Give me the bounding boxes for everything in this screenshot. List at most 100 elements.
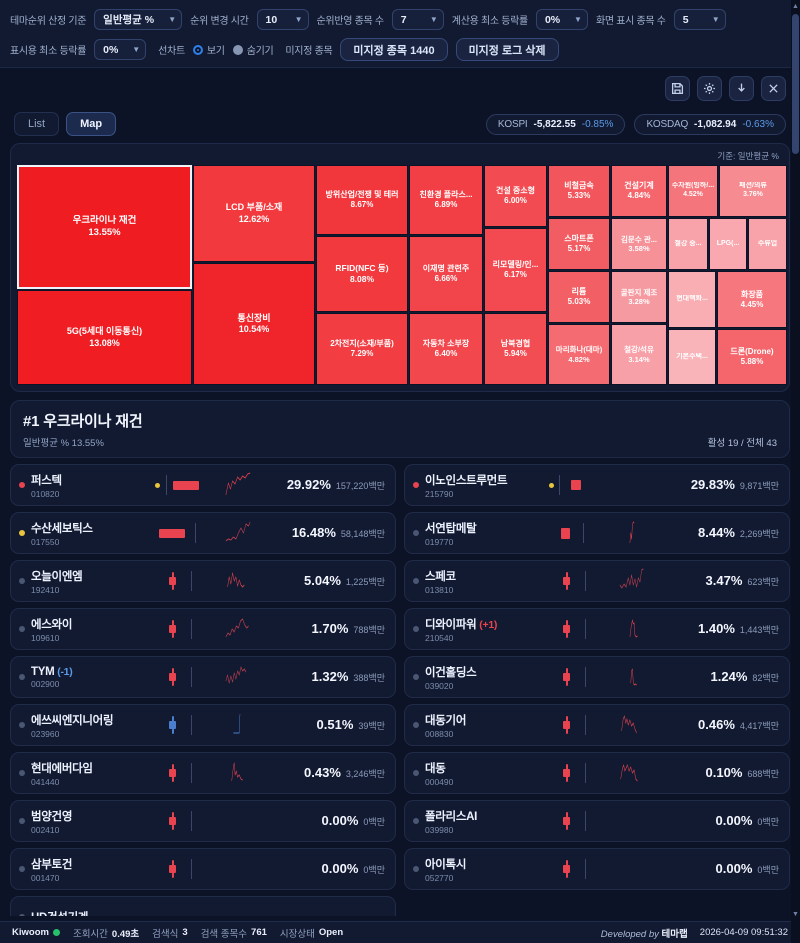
status-hits: 검색 종목수 761 [201,926,267,940]
stock-row[interactable]: 수산세보틱스 017550 16.48% 58,148백만 [10,512,396,554]
vertical-scrollbar[interactable]: ▲ ▼ [791,0,800,943]
treemap-cell[interactable]: 기본주택... [668,329,716,385]
radio-linechart-show[interactable]: 보기 [192,42,225,57]
stock-code: 010820 [31,488,60,499]
index-kosdaq-name: KOSDAQ [646,118,689,130]
treemap-cell[interactable]: 스마트폰 5.17% [548,218,610,270]
treemap-cell[interactable]: 마리화나(대마) 4.82% [548,324,610,385]
treemap-cell[interactable]: 철강 중... [668,218,708,270]
select-calc-min-rate[interactable]: 0% ▼ [535,9,588,30]
save-icon[interactable] [665,76,690,101]
stock-change-block: 29.83% 9,871백만 [651,476,779,494]
stock-row[interactable]: 이노인스트루먼트 215790 29.83% 9,871백만 [404,464,790,506]
treemap-cell[interactable]: 리모델링/인... 6.17% [484,228,547,312]
stock-row[interactable]: 대동 000490 0.10% 688백만 [404,752,790,794]
stock-status-dot-icon [19,626,25,632]
stock-row[interactable]: 에스와이 109610 1.70% 788백만 [10,608,396,650]
close-icon[interactable] [761,76,786,101]
stock-trade-amount: 0백만 [363,817,385,827]
stock-name-block: 범양건영 002410 [31,808,149,835]
stock-row[interactable]: 서연탑메탈 019770 8.44% 2,269백만 [404,512,790,554]
treemap-cell-name: 화장품 [740,289,764,299]
treemap-cell[interactable]: 수자원(빙하/... 4.52% [668,165,718,217]
stock-code: 039020 [425,680,454,691]
select-display-stock-count[interactable]: 5 ▼ [673,9,726,30]
stock-row[interactable]: 오늘이엔엠 192410 5.04% 1,225백만 [10,560,396,602]
stock-row[interactable]: 대동기어 008830 0.46% 4,417백만 [404,704,790,746]
treemap-cell[interactable]: 철강/석유 3.14% [611,324,667,385]
stock-row[interactable]: HD건설기계 [10,896,396,916]
treemap-cell[interactable]: 건설기계 4.84% [611,165,667,217]
stock-row[interactable]: 스페코 013810 3.47% 623백만 [404,560,790,602]
stock-row[interactable]: 에쓰씨엔지니어링 023960 0.51% 39백만 [10,704,396,746]
stock-name: 퍼스텍 [31,474,62,487]
stock-trade-amount: 0백만 [757,817,779,827]
stock-row[interactable]: 이건홀딩스 039020 1.24% 82백만 [404,656,790,698]
select-display-min-rate[interactable]: 0% ▼ [94,39,147,60]
treemap-cell[interactable]: 우크라이나 재건 13.55% [17,165,192,289]
gear-icon[interactable] [697,76,722,101]
status-online-icon [52,929,60,936]
stock-change-percent: 0.00% [715,813,753,828]
treemap-cell[interactable]: 건설 중소형 6.00% [484,165,547,227]
stock-row[interactable]: 삼부토건 001470 0.00% 0백만 [10,848,396,890]
treemap-cell[interactable]: 골판지 제조 3.28% [611,271,667,323]
treemap-cell[interactable]: 친환경 플라스... 6.89% [409,165,483,235]
tab-list[interactable]: List [14,112,60,136]
treemap[interactable]: 우크라이나 재건 13.55% 5G(5세대 이동통신) 13.08% LCD 부품/소… [17,165,787,385]
unset-stock-count-button[interactable]: 미지정 종목 1440 [340,38,448,61]
treemap-cell-name: 친환경 플라스... [419,190,473,199]
select-theme-basis[interactable]: 일반평균 % ▼ [94,9,183,30]
radio-linechart-hide[interactable]: 숨기기 [232,42,274,57]
stock-sparkline [225,519,251,547]
stock-sparkline [225,567,251,595]
stock-row[interactable]: 아이톡시 052770 0.00% 0백만 [404,848,790,890]
scroll-down-arrow-icon[interactable]: ▼ [792,911,799,918]
treemap-cell[interactable]: 비철금속 5.33% [548,165,610,217]
stock-status-dot-icon [19,914,25,916]
stock-candle-marker [155,664,219,690]
stock-row[interactable]: 디와이파워 (+1) 210540 1.40% 1,443백만 [404,608,790,650]
treemap-cell-name: RFID(NFC 등) [335,263,389,274]
treemap-cell[interactable]: 자동차 소부장 6.40% [409,313,483,385]
treemap-cell[interactable]: 주류업 [748,218,787,270]
treemap-cell[interactable]: 5G(5세대 이동통신) 13.08% [17,290,192,385]
treemap-cell[interactable]: 2차전지(소재/부품) 7.29% [316,313,408,385]
treemap-cell[interactable]: 남북경협 5.94% [484,313,547,385]
stock-code: 008830 [425,728,454,739]
clear-unset-log-button[interactable]: 미지정 로그 삭제 [455,38,559,61]
treemap-cell[interactable]: 통신장비 10.54% [193,263,315,385]
treemap-cell-value: 4.52% [683,191,703,198]
scroll-up-arrow-icon[interactable]: ▲ [792,3,799,10]
stock-row[interactable]: 폴라리스AI 039980 0.00% 0백만 [404,800,790,842]
treemap-cell[interactable]: 현대백화... [668,271,716,328]
treemap-cell-name: 남북경협 [500,339,531,348]
treemap-cell[interactable]: 이재명 관련주 6.66% [409,236,483,312]
select-rank-change-time[interactable]: 10 ▼ [256,9,309,30]
treemap-cell[interactable]: LCD 부품/소재 12.62% [193,165,315,262]
treemap-cell[interactable]: 리튬 5.03% [548,271,610,323]
stock-row[interactable]: 범양건영 002410 0.00% 0백만 [10,800,396,842]
tab-map[interactable]: Map [66,112,117,136]
stock-row[interactable]: 퍼스텍 010820 29.92% 157,220백만 [10,464,396,506]
treemap-cell[interactable]: 드론(Drone) 5.88% [717,329,787,385]
treemap-cell[interactable]: RFID(NFC 등) 8.08% [316,236,408,312]
status-developer-name: 테마랩 [661,928,688,940]
index-kosdaq[interactable]: KOSDAQ -1,082.94 -0.63% [634,113,786,135]
stock-candle-marker [155,520,219,546]
scrollbar-thumb[interactable] [792,14,799,154]
select-rank-stock-count[interactable]: 7 ▼ [391,9,444,30]
treemap-basis-note: 기준: 일반평균 % [717,151,779,161]
stock-row[interactable]: TYM (-1) 002900 1.32% 388백만 [10,656,396,698]
treemap-cell[interactable]: 김문수 관... 3.58% [611,218,667,270]
index-kospi[interactable]: KOSPI -5,822.55 -0.85% [485,113,626,135]
stock-sparkline [225,807,251,835]
treemap-cell[interactable]: 방위산업/전쟁 및 테러 8.67% [316,165,408,235]
stock-change-percent: 5.04% [304,573,341,588]
download-icon[interactable] [729,76,754,101]
treemap-cell[interactable]: 패션/의류 3.76% [719,165,787,217]
stock-status-dot-icon [413,626,419,632]
stock-row[interactable]: 현대에버다임 041440 0.43% 3,246백만 [10,752,396,794]
treemap-cell[interactable]: 화장품 4.45% [717,271,787,328]
treemap-cell[interactable]: LPG(... [709,218,747,270]
